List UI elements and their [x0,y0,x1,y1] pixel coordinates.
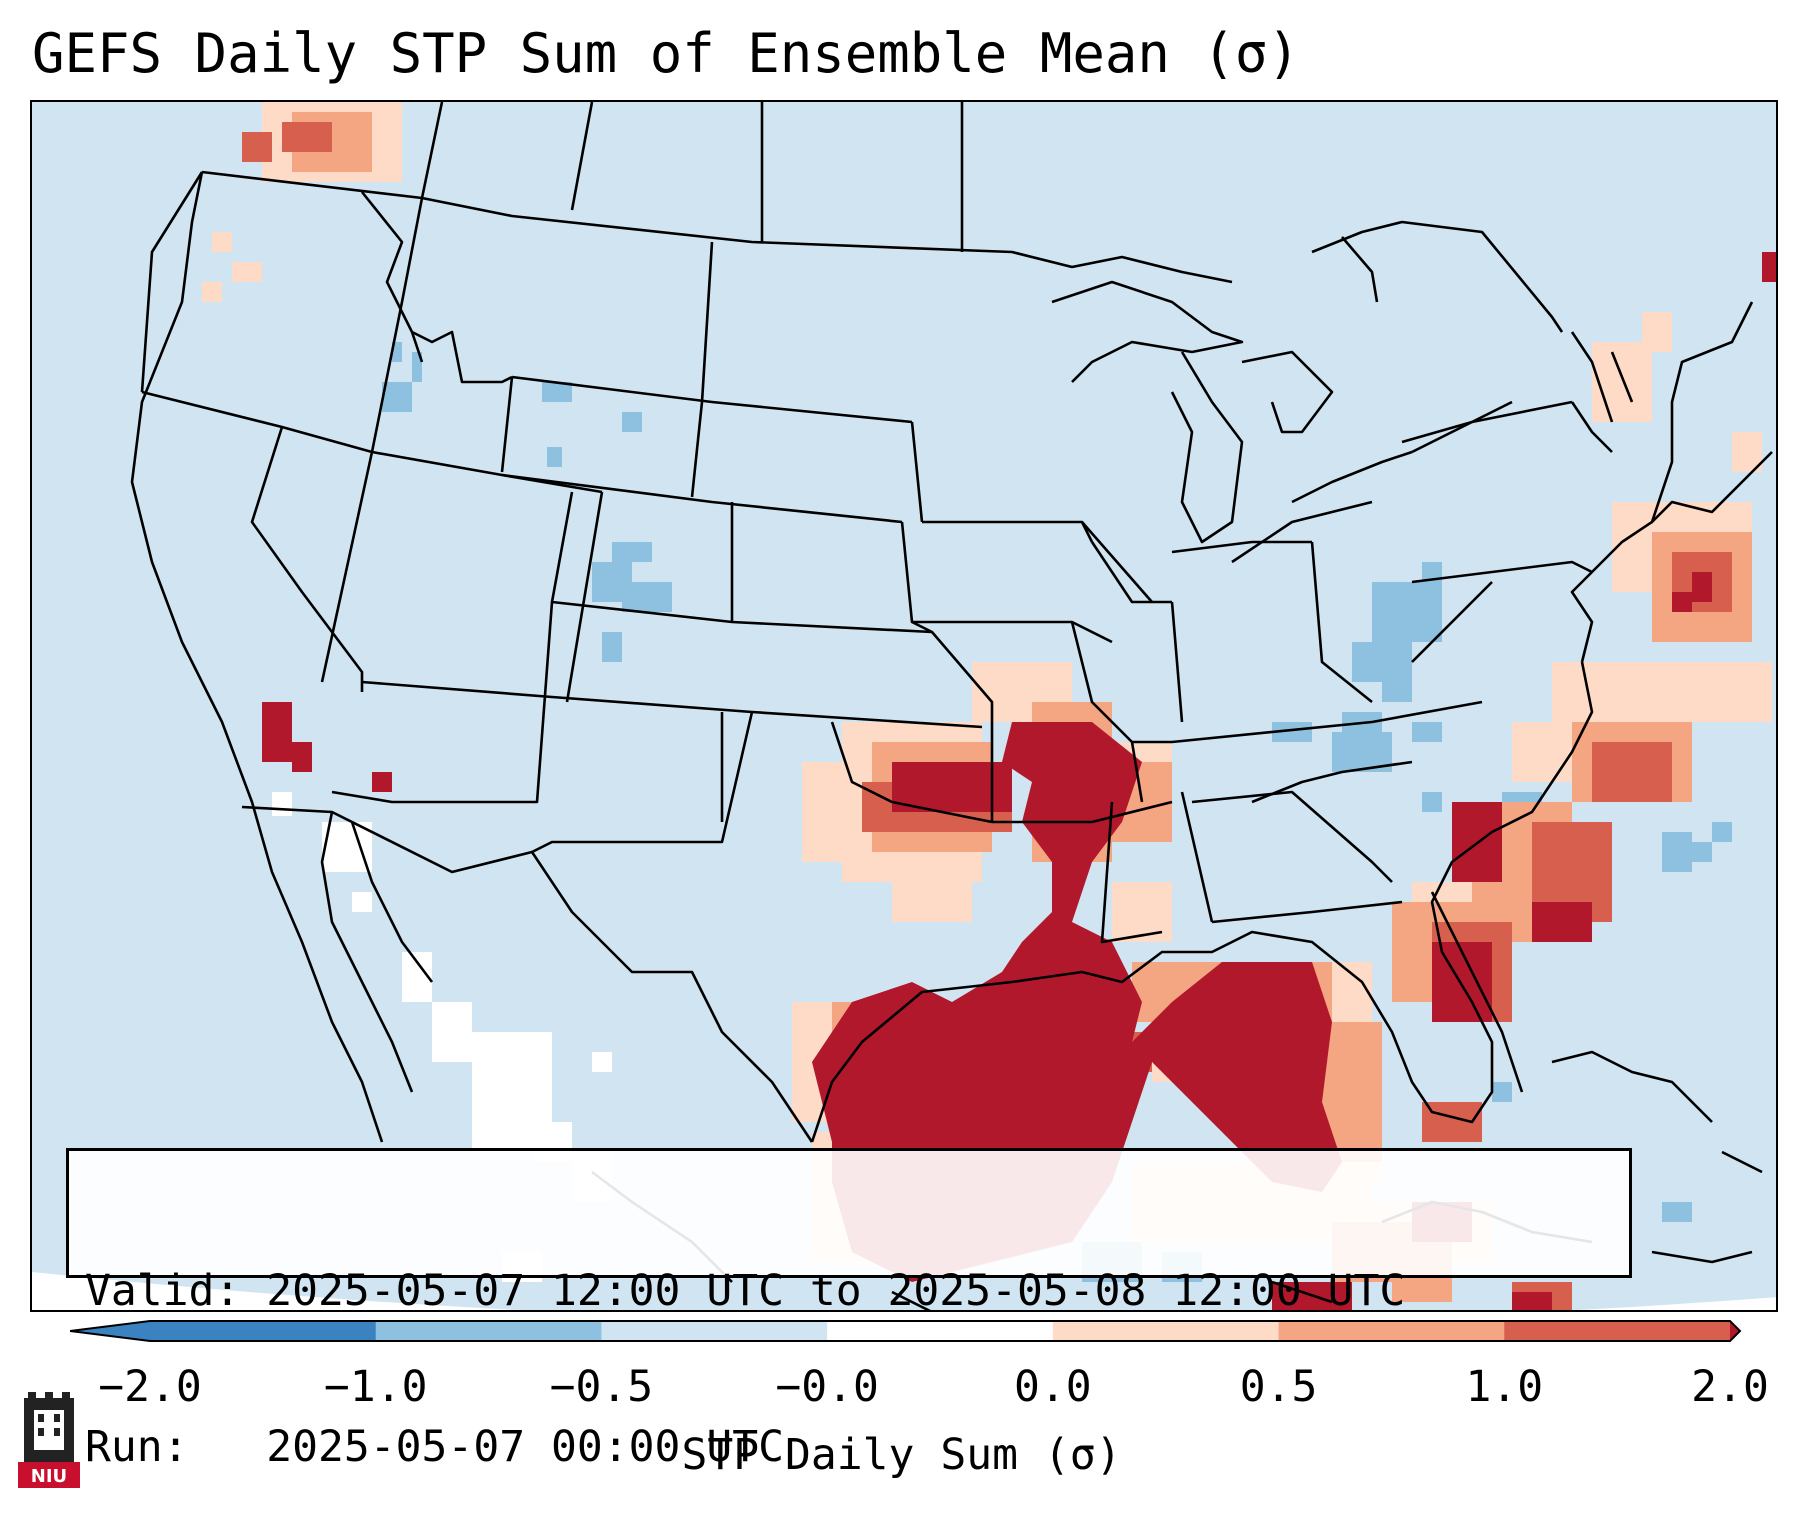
run-time-text: Run: 2025-05-07 00:00 UTC [85,1422,784,1472]
colorbar [70,1320,1742,1342]
colorbar-tick-label: 2.0 [1691,1362,1769,1412]
valid-run-info-box: Valid: 2025-05-07 12:00 UTC to 2025-05-0… [66,1148,1632,1472]
colorbar-segment [601,1321,828,1341]
map-frame [30,100,1778,1312]
colorbar-segment [1278,1321,1505,1341]
colorbar-tick-label: −1.0 [323,1362,428,1412]
state-borders [130,102,1773,1310]
colorbar-outline [70,1320,1742,1342]
colorbar-extend-low [70,1321,150,1341]
colorbar-tick-label: −2.0 [98,1362,202,1412]
valid-time-text: Valid: 2025-05-07 12:00 UTC to 2025-05-0… [85,1266,1406,1316]
colorbar-tick-label: −0.0 [775,1362,879,1412]
colorbar-tick-label: 0.5 [1239,1362,1318,1412]
map-canvas [32,102,1776,1310]
colorbar-segment [827,1321,1054,1341]
colorbar-label: STP Daily Sum (σ) [681,1430,1122,1480]
colorbar-segments [70,1321,1740,1341]
colorbar-tick-label: −0.5 [549,1362,654,1412]
niu-logo-icon: NIU [18,1392,80,1488]
page-title: GEFS Daily STP Sum of Ensemble Mean (σ) [32,22,1300,85]
colorbar-segment [150,1321,377,1341]
colorbar-segment [1504,1321,1731,1341]
colorbar-segment [1052,1321,1280,1341]
colorbar-tick-label: 0.0 [1014,1362,1092,1412]
colorbar-extend-high [1730,1321,1740,1341]
logo-text: NIU [31,1466,67,1487]
colorbar-tick-label: 1.0 [1465,1362,1544,1412]
colorbar-segment [375,1321,602,1341]
